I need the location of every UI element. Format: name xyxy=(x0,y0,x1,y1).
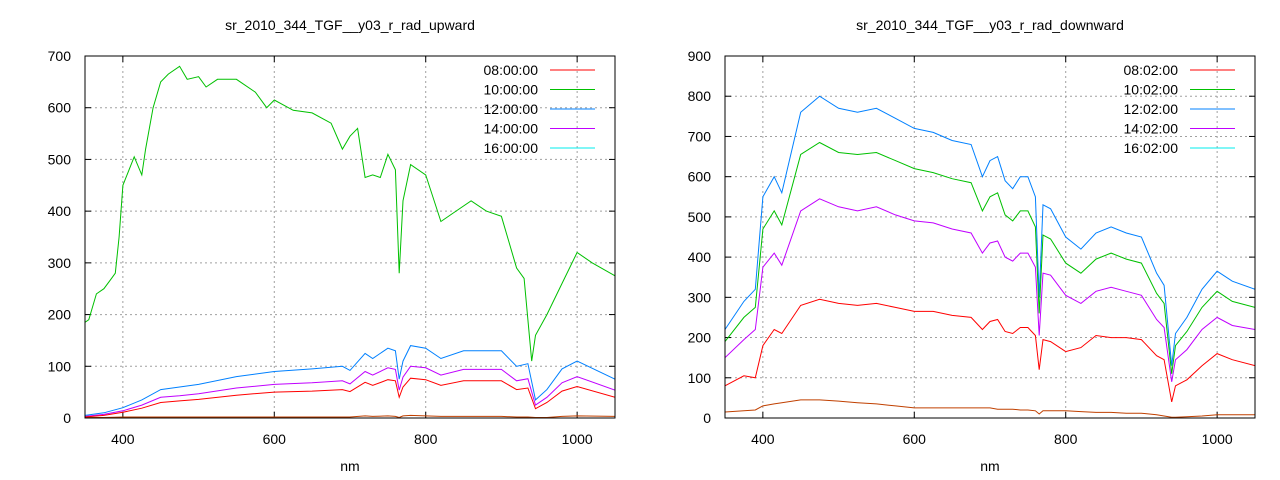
y-tick-label: 300 xyxy=(48,255,72,271)
y-tick-label: 100 xyxy=(688,370,712,386)
x-tick-label: 800 xyxy=(414,431,438,447)
y-tick-label: 100 xyxy=(48,358,72,374)
plot-frame xyxy=(84,55,616,419)
x-axis-label: nm xyxy=(980,458,999,474)
y-tick-label: 200 xyxy=(48,307,72,323)
series-line-100000 xyxy=(85,65,615,362)
legend-label: 08:02:00 xyxy=(1124,62,1179,78)
y-tick-label: 0 xyxy=(703,410,711,426)
series-line-140200 xyxy=(725,198,1255,382)
plot-frame xyxy=(724,55,1256,419)
series-line-160200 xyxy=(725,399,1255,418)
chart-panel-2: sr_2010_344_TGF__y03_r_rad_downward 0 100 2… xyxy=(688,17,1256,474)
series-line-120200 xyxy=(725,95,1255,366)
x-tick-label: 400 xyxy=(111,431,135,447)
x-tick-label: 600 xyxy=(903,431,927,447)
legend-label: 14:00:00 xyxy=(484,121,539,137)
x-tick-label: 1000 xyxy=(1202,431,1233,447)
x-axis-label: nm xyxy=(340,458,359,474)
y-tick-label: 400 xyxy=(48,203,72,219)
y-tick-label: 0 xyxy=(63,410,71,426)
legend-label: 10:02:00 xyxy=(1124,82,1179,98)
series-line-100200 xyxy=(725,141,1255,374)
series-line-160000 xyxy=(85,414,615,418)
x-tick-label: 400 xyxy=(751,431,775,447)
y-tick-label: 400 xyxy=(688,249,712,265)
y-tick-label: 500 xyxy=(688,209,712,225)
y-tick-label: 700 xyxy=(48,48,72,64)
legend-label: 12:00:00 xyxy=(484,101,539,117)
y-tick-label: 500 xyxy=(48,151,72,167)
x-tick-label: 600 xyxy=(263,431,287,447)
y-tick-label: 200 xyxy=(688,330,712,346)
series-line-080000 xyxy=(85,377,615,418)
y-tick-label: 900 xyxy=(688,48,712,64)
x-tick-label: 800 xyxy=(1054,431,1078,447)
chart-panel-1: sr_2010_344_TGF__y03_r_rad_upward 0 100 200… xyxy=(48,17,616,474)
chart-title: sr_2010_344_TGF__y03_r_rad_downward xyxy=(856,17,1124,33)
y-tick-label: 800 xyxy=(688,88,712,104)
legend-label: 16:02:00 xyxy=(1124,140,1179,156)
legend-label: 12:02:00 xyxy=(1124,101,1179,117)
y-tick-label: 300 xyxy=(688,289,712,305)
y-tick-label: 600 xyxy=(48,100,72,116)
legend-label: 16:00:00 xyxy=(484,140,539,156)
chart-title: sr_2010_344_TGF__y03_r_rad_upward xyxy=(225,17,475,33)
y-tick-label: 700 xyxy=(688,128,712,144)
series-line-140000 xyxy=(85,365,615,417)
series-line-080200 xyxy=(725,298,1255,403)
y-tick-label: 600 xyxy=(688,169,712,185)
legend-label: 08:00:00 xyxy=(484,62,539,78)
legend-label: 14:02:00 xyxy=(1124,121,1179,137)
legend-label: 10:00:00 xyxy=(484,82,539,98)
x-tick-label: 1000 xyxy=(562,431,593,447)
series-line-120000 xyxy=(85,345,615,416)
